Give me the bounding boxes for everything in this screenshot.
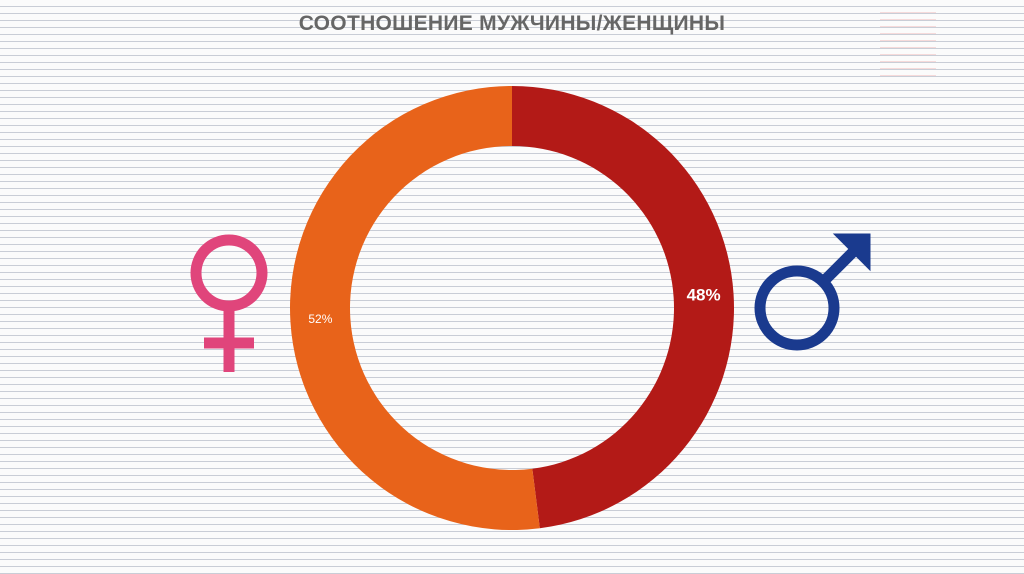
donut-slice-1 (290, 86, 540, 530)
donut-label-0: 48% (687, 285, 721, 304)
female-symbol-icon (190, 234, 268, 372)
donut-label-1: 52% (308, 312, 332, 326)
male-symbol-icon (754, 233, 871, 351)
male-symbol-ring (754, 265, 840, 351)
male-symbol-arrowhead (832, 233, 871, 272)
female-symbol-ring (190, 234, 268, 312)
corner-decoration (880, 6, 936, 76)
slide-title: СООТНОШЕНИЕ МУЖЧИНЫ/ЖЕНЩИНЫ (298, 12, 726, 35)
labels-layer: 48% 52% (308, 285, 720, 326)
donut-slice-0 (512, 86, 734, 529)
slices-layer (290, 86, 734, 530)
